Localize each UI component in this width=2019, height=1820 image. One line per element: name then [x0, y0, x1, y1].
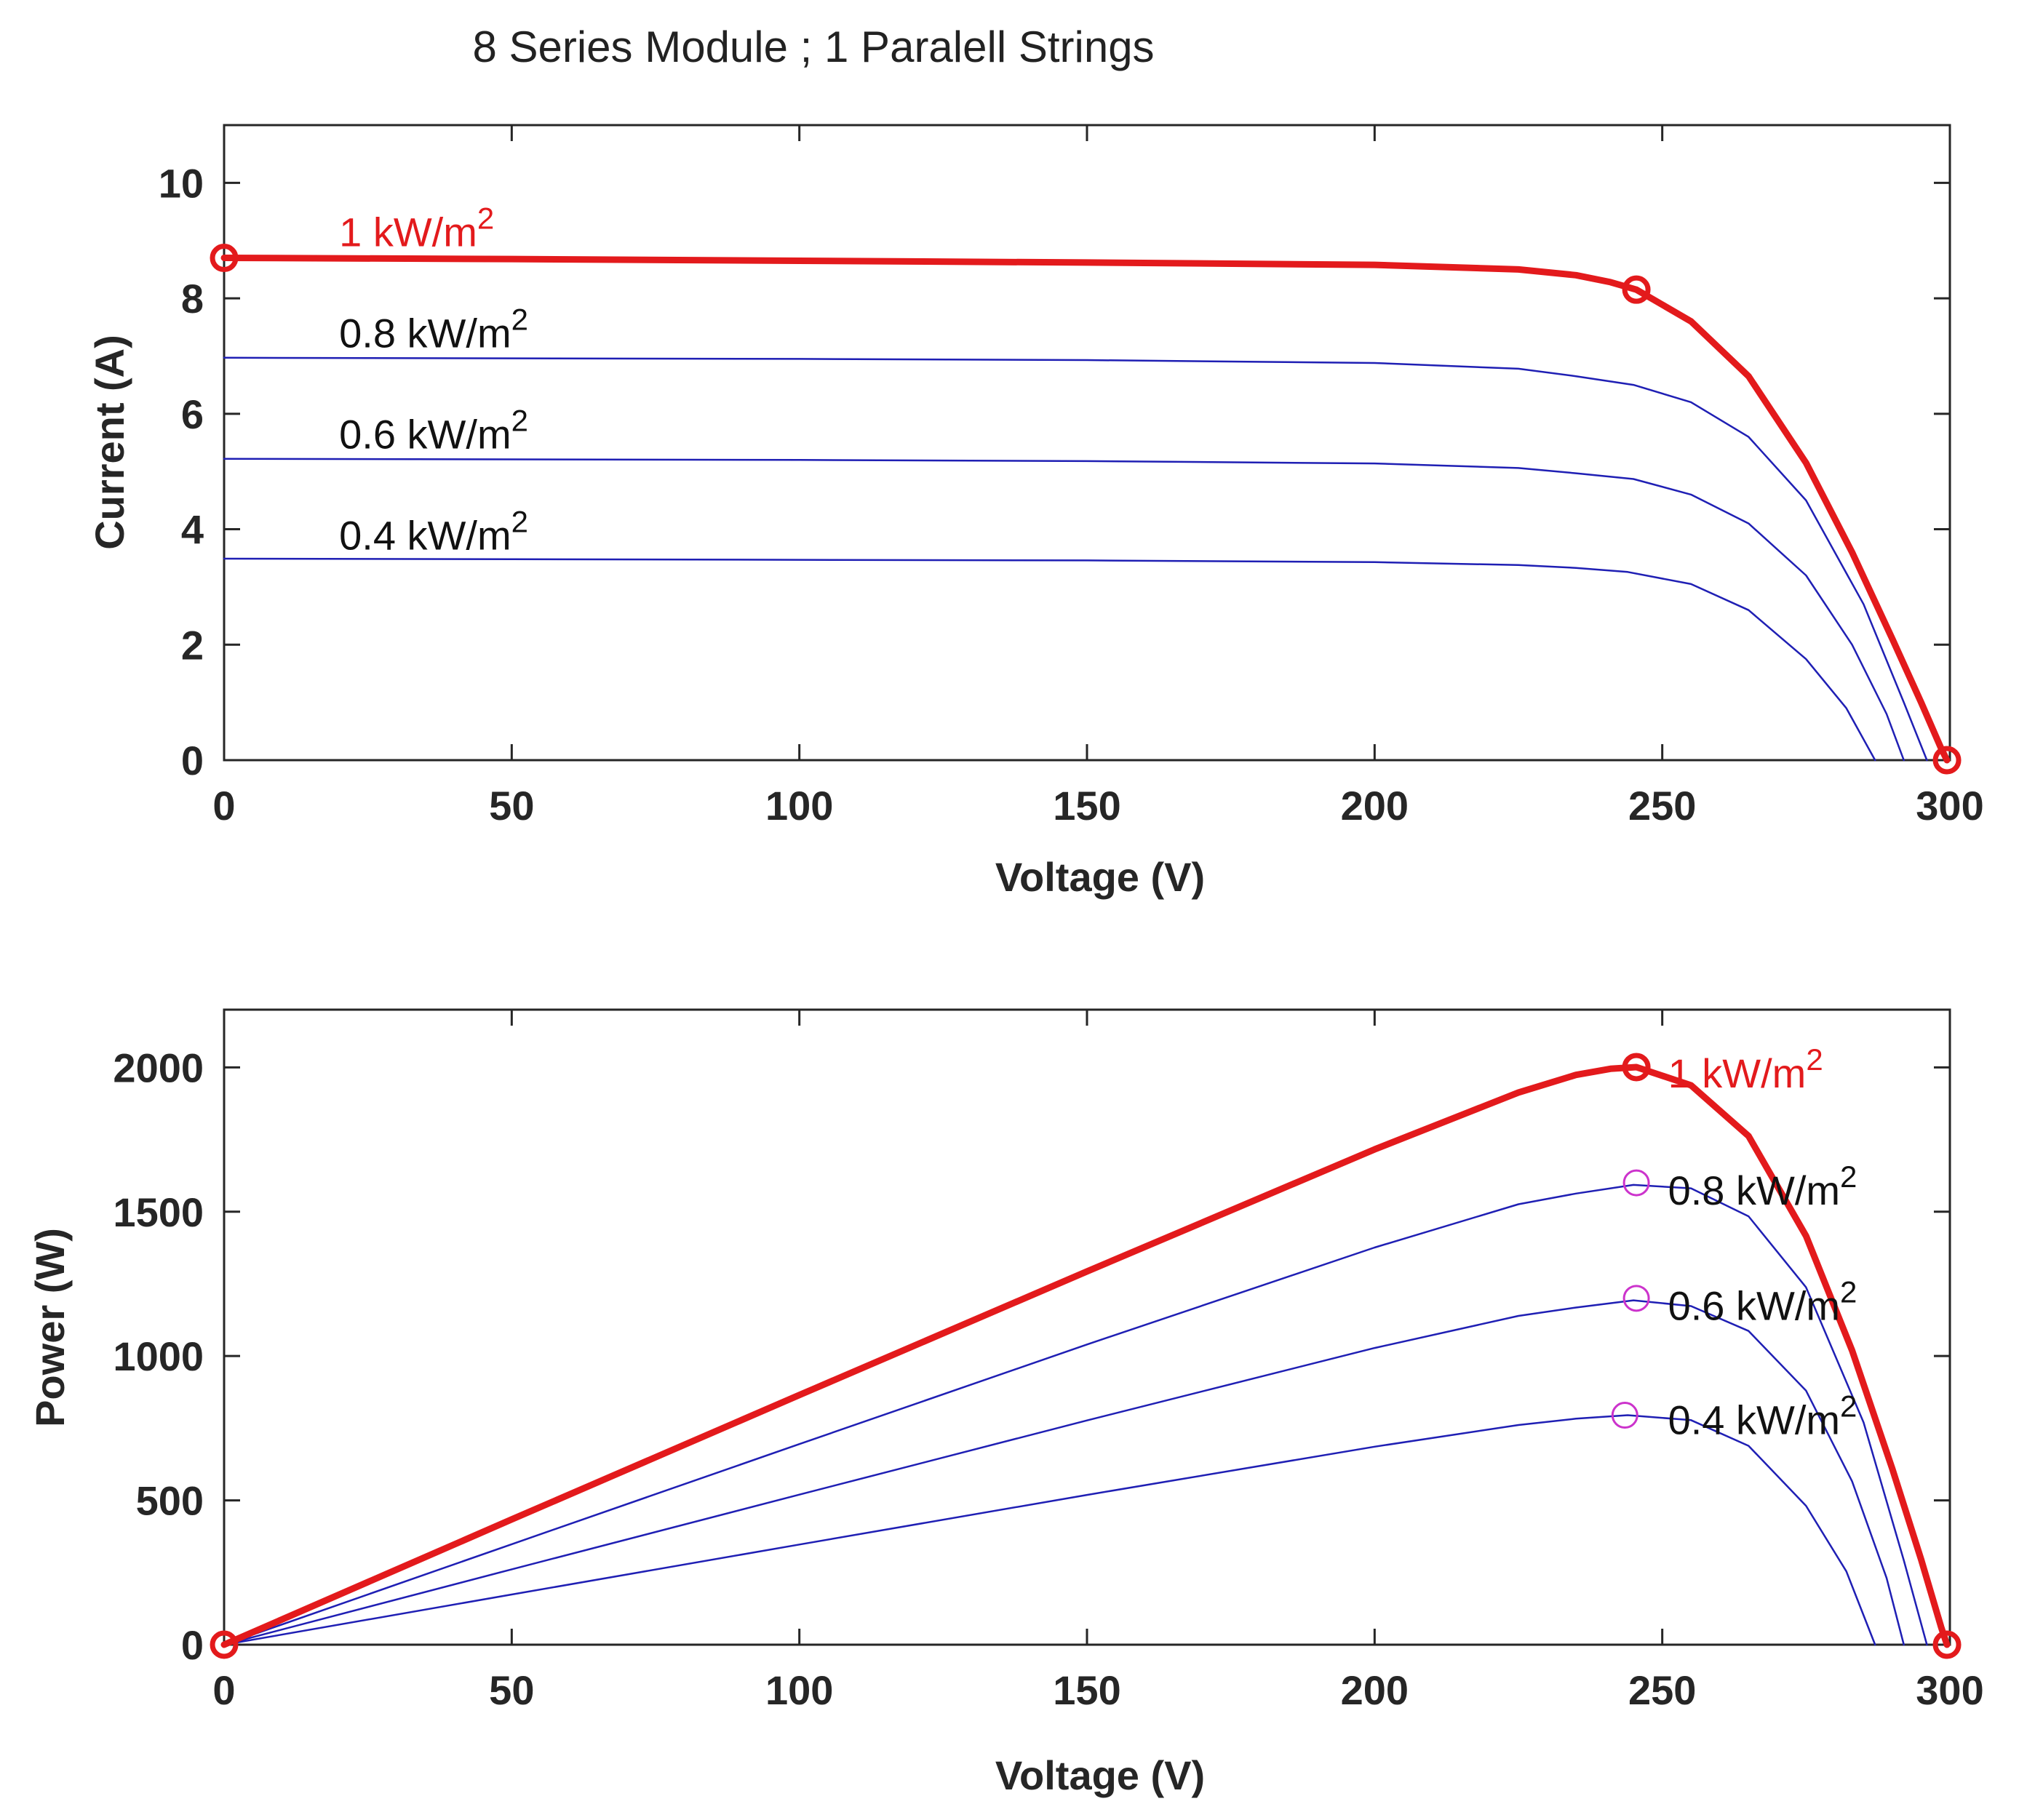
iv-curve-label-superscript: 2: [511, 403, 528, 437]
pv-curve-label-text: 1 kW/m: [1668, 1050, 1807, 1096]
iv-curve-label-superscript: 2: [511, 303, 528, 337]
iv-marker-0-0: [210, 244, 239, 273]
pv-series-group: [210, 1053, 1962, 1659]
iv-ytick-label: 4: [181, 507, 204, 553]
iv-ticks: 0 50 100 150 200 250 300 0 2 4 6 8 10: [159, 125, 1984, 829]
pv-curve-label-1: 0.8 kW/m2: [1668, 1160, 1857, 1213]
pv-ytick-label: 1000: [113, 1333, 204, 1379]
iv-curve-label-text: 0.8 kW/m: [339, 311, 511, 356]
iv-x-axis-label: Voltage (V): [995, 854, 1205, 900]
pv-curve-label-2: 0.6 kW/m2: [1668, 1275, 1857, 1329]
pv-curve-label-superscript: 2: [1840, 1389, 1857, 1423]
pv-chart: 0 50 100 150 200 250 300 0 500 1000 1500 2000 1 kW/…: [27, 1008, 1984, 1798]
pv-xtick-label: 100: [765, 1667, 833, 1713]
pv-ytick-label: 500: [136, 1478, 204, 1524]
pv-y-axis-label: Power (W): [27, 1228, 73, 1427]
pv-xtick-label: 250: [1628, 1667, 1696, 1713]
iv-xtick-label: 250: [1628, 783, 1696, 829]
pv-ytick-label: 2000: [113, 1045, 204, 1090]
iv-plot-frame: [223, 124, 1951, 762]
pv-xtick-label: 300: [1916, 1667, 1983, 1713]
iv-curve-label-3: 0.4 kW/m2: [339, 504, 528, 558]
iv-series-line-1: [223, 356, 1928, 762]
iv-series-line-2: [223, 458, 1905, 762]
pv-curve-label-superscript: 2: [1840, 1160, 1857, 1194]
pv-plot-frame: [223, 1008, 1951, 1646]
iv-xtick-label: 200: [1341, 783, 1409, 829]
iv-ytick-label: 6: [181, 391, 204, 437]
pv-curve-label-superscript: 2: [1806, 1042, 1823, 1077]
iv-series-line-0: [220, 255, 1951, 764]
iv-xtick-label: 150: [1053, 783, 1120, 829]
pv-series-line-3: [223, 1414, 1876, 1646]
iv-curve-label-1: 0.8 kW/m2: [339, 303, 528, 356]
iv-curve-label-text: 0.6 kW/m: [339, 411, 511, 457]
pv-ytick-label: 1500: [113, 1189, 204, 1235]
iv-y-axis-label: Current (A): [87, 335, 132, 550]
iv-xtick-label: 300: [1916, 783, 1983, 829]
iv-xtick-label: 100: [765, 783, 833, 829]
iv-curve-labels: 1 kW/m20.8 kW/m20.6 kW/m20.4 kW/m2: [339, 201, 528, 559]
pv-marker-0-0: [210, 1630, 239, 1659]
iv-marker-0-1: [1622, 275, 1651, 304]
pv-xtick-label: 50: [489, 1667, 534, 1713]
pv-series-line-0: [220, 1063, 1951, 1648]
iv-curve-label-text: 0.4 kW/m: [339, 512, 511, 558]
iv-marker-0-2: [1932, 746, 1962, 775]
iv-curve-label-superscript: 2: [511, 504, 528, 538]
pv-marker-0-2: [1932, 1630, 1962, 1659]
iv-series-line-3: [223, 557, 1876, 762]
iv-curve-label-2: 0.6 kW/m2: [339, 403, 528, 457]
pv-curve-label-text: 0.4 kW/m: [1668, 1397, 1840, 1442]
figure-title: 8 Series Module ; 1 Paralell Strings: [472, 23, 1154, 71]
pv-series-line-2: [223, 1299, 1905, 1646]
iv-curve-label-0: 1 kW/m2: [339, 201, 494, 255]
iv-ytick-label: 2: [181, 622, 204, 668]
pv-marker-0-1: [1622, 1053, 1651, 1082]
pv-series-line-1: [223, 1184, 1928, 1646]
pv-curve-label-0: 1 kW/m2: [1668, 1042, 1823, 1096]
pv-marker-2-0: [1622, 1285, 1650, 1312]
pv-xtick-label: 150: [1053, 1667, 1120, 1713]
pv-curve-label-3: 0.4 kW/m2: [1668, 1389, 1857, 1442]
iv-curve-label-superscript: 2: [477, 201, 494, 236]
pv-curve-label-text: 0.8 kW/m: [1668, 1168, 1840, 1213]
iv-xtick-label: 0: [212, 783, 235, 829]
pv-marker-1-0: [1622, 1169, 1650, 1197]
iv-ytick-label: 0: [181, 738, 204, 783]
pv-xtick-label: 0: [212, 1667, 235, 1713]
pv-curve-label-text: 0.6 kW/m: [1668, 1283, 1840, 1329]
pv-x-axis-label: Voltage (V): [995, 1752, 1205, 1798]
pv-curve-label-superscript: 2: [1840, 1275, 1857, 1309]
pv-ticks: 0 50 100 150 200 250 300 0 500 1000 1500 2000: [113, 1010, 1984, 1713]
iv-xtick-label: 50: [489, 783, 534, 829]
pv-ytick-label: 0: [181, 1622, 204, 1668]
iv-series-group: [210, 244, 1962, 775]
iv-curve-label-text: 1 kW/m: [339, 209, 477, 255]
pv-curve-labels: 1 kW/m20.8 kW/m20.6 kW/m20.4 kW/m2: [1668, 1042, 1857, 1442]
pv-marker-3-0: [1611, 1402, 1638, 1429]
iv-ytick-label: 8: [181, 276, 204, 322]
iv-ytick-label: 10: [159, 160, 204, 206]
pv-xtick-label: 200: [1341, 1667, 1409, 1713]
